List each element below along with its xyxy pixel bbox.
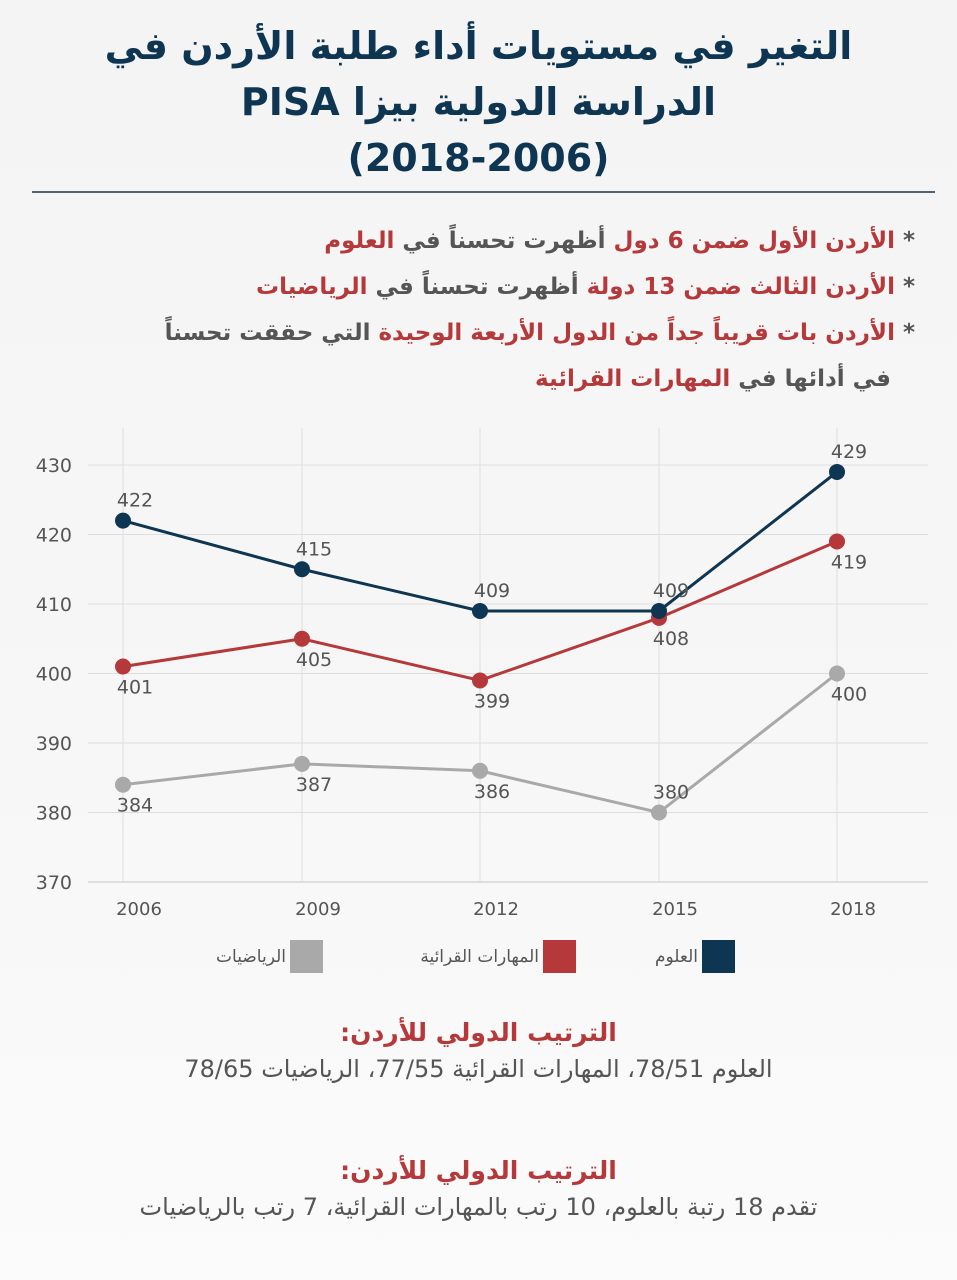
math-data-label: 380	[653, 782, 689, 804]
title-line-2: الدراسة الدولية بيزا PISA	[240, 80, 717, 124]
ranking-text-2: تقدم 18 رتبة بالعلوم، 10 رتب بالمهارات ا…	[139, 1193, 818, 1221]
math-point	[294, 755, 310, 772]
line-chart: 370 380 390 400 410 420 430 2006 2009 2012 2015 201…	[36, 428, 928, 920]
x-tick-label: 2018	[830, 899, 876, 920]
science-point	[472, 602, 488, 619]
highlight-text: أظهرت تحسناً في	[394, 228, 614, 254]
legend-item-math: الرياضيات	[212, 940, 323, 973]
legend-swatch	[543, 940, 576, 973]
legend-label: العلوم	[654, 946, 698, 967]
x-tick-label: 2006	[116, 899, 162, 920]
y-tick-label: 410	[36, 594, 72, 616]
highlight-text-emphasis: الأردن الثالث ضمن 13 دولة	[586, 274, 895, 300]
math-data-label: 384	[117, 795, 153, 817]
math-point	[115, 776, 131, 793]
reading-point	[829, 533, 845, 550]
highlight-line: * الأردن الثالث ضمن 13 دولة أظهرت تحسناً…	[35, 264, 915, 310]
highlight-text: *	[894, 274, 915, 300]
title-line-3: (2018-2006)	[347, 136, 610, 180]
highlight-text-emphasis: الرياضيات	[256, 274, 368, 300]
highlight-text: *	[894, 228, 915, 254]
science-data-label: 429	[831, 441, 867, 463]
highlights-list: * الأردن الأول ضمن 6 دول أظهرت تحسناً في…	[35, 218, 915, 402]
highlight-line: * الأردن الأول ضمن 6 دول أظهرت تحسناً في…	[35, 218, 915, 264]
highlight-line: * الأردن بات قريباً جداً من الدول الأربع…	[35, 310, 915, 356]
highlight-text-emphasis: المهارات القرائية	[535, 366, 731, 392]
science-point	[115, 512, 131, 529]
page-title: التغير في مستويات أداء طلبة الأردن في ال…	[0, 18, 957, 186]
y-tick-label: 370	[36, 872, 72, 894]
legend-label: الرياضيات	[216, 946, 286, 967]
ranking-text-1: العلوم 78/51، المهارات القرائية 77/55، ا…	[184, 1055, 773, 1083]
title-divider	[32, 191, 935, 193]
math-point	[651, 804, 667, 821]
title-line-1: التغير في مستويات أداء طلبة الأردن في	[104, 24, 853, 68]
ranking-heading-1: الترتيب الدولي للأردن:	[340, 1018, 617, 1047]
science-point	[829, 463, 845, 480]
reading-data-label: 408	[653, 628, 689, 650]
highlight-line: في أدائها في المهارات القرائية	[35, 356, 915, 402]
science-point	[294, 561, 310, 578]
highlight-text-emphasis: الأردن الأول ضمن 6 دول	[613, 228, 895, 254]
highlight-text: التي حققت تحسناً	[164, 320, 379, 346]
math-data-label: 400	[831, 684, 867, 706]
science-data-label: 409	[474, 580, 510, 602]
highlight-text: *	[894, 320, 915, 346]
reading-data-label: 419	[831, 551, 867, 573]
highlight-text-emphasis: العلوم	[324, 228, 395, 254]
reading-point	[115, 658, 131, 675]
math-data-label: 387	[296, 774, 332, 796]
ranking-heading-2: الترتيب الدولي للأردن:	[340, 1156, 617, 1185]
math-point	[829, 665, 845, 682]
highlight-text: أظهرت تحسناً في	[367, 274, 587, 300]
y-tick-label: 380	[36, 803, 72, 825]
science-data-label: 415	[296, 538, 332, 560]
reading-data-label: 401	[117, 677, 153, 699]
ranking-section-1: الترتيب الدولي للأردن: العلوم 78/51، الم…	[0, 1018, 957, 1083]
legend-swatch	[702, 940, 735, 973]
x-tick-label: 2012	[473, 899, 519, 920]
x-tick-label: 2015	[652, 899, 698, 920]
legend-label: المهارات القرائية	[420, 946, 539, 967]
y-tick-label: 420	[36, 525, 72, 547]
ranking-section-2: الترتيب الدولي للأردن: تقدم 18 رتبة بالع…	[0, 1156, 957, 1221]
legend-item-science: العلوم	[651, 940, 735, 973]
science-point	[651, 602, 667, 619]
highlight-text: في أدائها في	[730, 366, 891, 392]
reading-data-label: 399	[474, 690, 510, 712]
x-tick-label: 2009	[295, 899, 341, 920]
y-tick-label: 390	[36, 733, 72, 755]
y-tick-label: 400	[36, 664, 72, 686]
highlight-text-emphasis: الأردن بات قريباً جداً من الدول الأربعة …	[378, 320, 895, 346]
science-data-label: 422	[117, 490, 153, 512]
reading-data-label: 405	[296, 649, 332, 671]
legend-swatch	[290, 940, 323, 973]
legend-item-reading: المهارات القرائية	[416, 940, 576, 973]
science-data-label: 409	[653, 580, 689, 602]
reading-point	[472, 672, 488, 689]
reading-point	[294, 630, 310, 647]
math-point	[472, 762, 488, 779]
math-data-label: 386	[474, 781, 510, 803]
y-tick-label: 430	[36, 455, 72, 477]
chart-legend: العلوم المهارات القرائية الرياضيات	[0, 940, 957, 974]
